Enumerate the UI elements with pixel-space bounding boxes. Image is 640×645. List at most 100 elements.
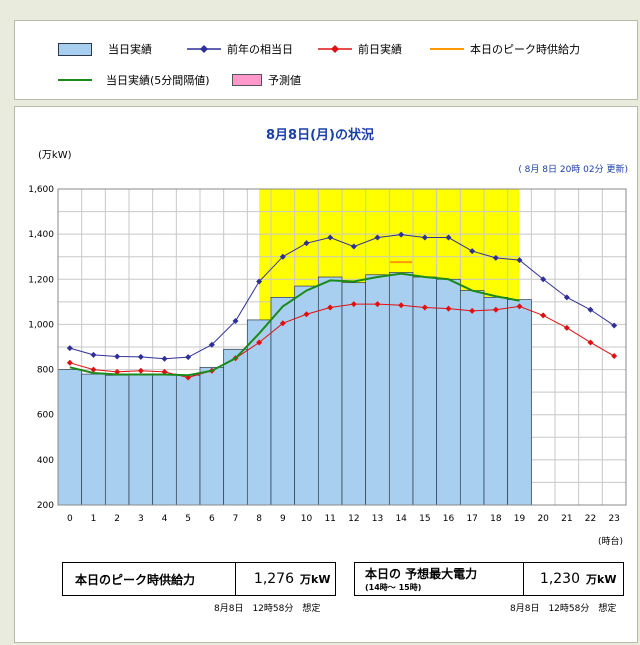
orange-line-swatch-icon xyxy=(430,48,464,50)
forecast-unit: 万kW xyxy=(586,573,617,586)
y-tick-label: 1,400 xyxy=(28,230,54,240)
diamond-line-swatch-icon xyxy=(187,45,221,53)
bar xyxy=(104,374,130,506)
last-year-point xyxy=(587,306,594,313)
bar xyxy=(294,285,319,506)
forecast-divider xyxy=(523,563,524,595)
x-tick-label: 9 xyxy=(280,514,286,524)
last-year-point xyxy=(114,353,121,360)
legend-peak-supply-label: 本日のピーク時供給力 xyxy=(470,43,580,56)
prev-day-point xyxy=(398,302,405,309)
last-year-point xyxy=(421,234,428,241)
bar xyxy=(128,373,154,506)
prev-day-point xyxy=(421,304,428,311)
bar xyxy=(317,276,343,506)
legend-actual-5min: 当日実績(5分間隔値) xyxy=(58,72,210,88)
bar xyxy=(412,276,438,506)
legend-actual: 当日実績 xyxy=(58,41,152,57)
peak-supply-value: 1,276 xyxy=(253,571,294,587)
last-year-point xyxy=(185,354,192,361)
bar xyxy=(270,296,296,506)
y-tick-label: 1,200 xyxy=(28,275,54,285)
x-tick-label: 23 xyxy=(608,514,619,524)
y-unit-label: (万kW) xyxy=(38,150,72,161)
legend-prev-day-label: 前日実績 xyxy=(358,43,402,56)
x-tick-label: 17 xyxy=(466,514,477,524)
last-year-point xyxy=(137,353,144,360)
forecast-note: 8月8日 12時58分 想定 xyxy=(510,604,617,614)
bar xyxy=(81,373,106,506)
last-year-point xyxy=(161,355,168,362)
prev-day-point xyxy=(327,304,334,311)
x-tick-label: 8 xyxy=(256,514,262,524)
last-year-point xyxy=(445,234,452,241)
bar xyxy=(507,299,532,506)
x-tick-label: 7 xyxy=(233,514,239,524)
last-year-point xyxy=(66,345,73,352)
peak-supply-divider xyxy=(235,563,236,595)
prev-day-point xyxy=(469,307,476,314)
x-tick-label: 16 xyxy=(443,514,455,524)
bar xyxy=(57,369,83,506)
last-year-point xyxy=(350,243,357,250)
last-year-point xyxy=(492,254,499,261)
x-tick-label: 11 xyxy=(324,514,335,524)
y-tick-label: 1,000 xyxy=(28,320,54,330)
last-year-point xyxy=(540,276,547,283)
x-tick-label: 5 xyxy=(185,514,191,524)
prev-day-point xyxy=(445,305,452,312)
y-tick-label: 400 xyxy=(37,456,54,466)
x-unit-label: (時台) xyxy=(598,537,624,547)
legend-panel xyxy=(14,20,638,100)
forecast-value: 1,230 xyxy=(539,571,580,587)
peak-supply-unit: 万kW xyxy=(300,573,331,586)
legend-actual-5min-label: 当日実績(5分間隔値) xyxy=(106,74,210,87)
x-tick-label: 2 xyxy=(114,514,120,524)
forecast-label: 本日の 予想最大電力 xyxy=(365,567,478,581)
legend-actual-label: 当日実績 xyxy=(108,43,152,56)
prev-day-point xyxy=(516,303,523,310)
bar-swatch-icon xyxy=(58,42,92,56)
last-year-point xyxy=(469,248,476,255)
prev-day-point xyxy=(350,301,357,308)
last-year-point xyxy=(90,351,97,358)
x-tick-label: 4 xyxy=(162,514,168,524)
forecast-sublabel: (14時～ 15時) xyxy=(365,583,422,592)
x-tick-label: 0 xyxy=(67,514,73,524)
bar xyxy=(436,278,461,506)
x-tick-label: 1 xyxy=(91,514,97,524)
prev-day-point xyxy=(256,339,263,346)
bar xyxy=(223,348,248,506)
prev-day-point xyxy=(66,359,73,366)
last-year-point xyxy=(279,253,286,260)
last-year-point xyxy=(398,231,405,238)
legend-forecast: 予測値 xyxy=(232,72,301,88)
legend-peak-supply: 本日のピーク時供給力 xyxy=(430,41,580,57)
red-diamond-line-swatch-icon xyxy=(318,45,352,53)
pink-swatch-icon xyxy=(232,74,262,86)
prev-day-point xyxy=(374,301,381,308)
x-tick-label: 6 xyxy=(209,514,215,524)
legend-last-year: 前年の相当日 xyxy=(187,41,293,57)
last-year-point xyxy=(208,341,215,348)
x-tick-label: 14 xyxy=(395,514,407,524)
y-tick-label: 600 xyxy=(37,411,54,421)
last-year-point xyxy=(563,294,570,301)
last-year-point xyxy=(232,318,239,325)
updated-timestamp: ( 8月 8日 20時 02分 更新) xyxy=(518,165,628,175)
forecast-box: 本日の 予想最大電力 (14時～ 15時) 1,230 万kW xyxy=(354,562,624,596)
peak-supply-label: 本日のピーク時供給力 xyxy=(75,572,196,587)
bar xyxy=(483,296,509,506)
last-year-point xyxy=(256,278,263,285)
prev-day-point xyxy=(90,366,97,373)
bar xyxy=(365,274,390,506)
prev-day-point xyxy=(563,324,570,331)
bar xyxy=(175,374,201,506)
bar xyxy=(199,366,225,506)
x-tick-label: 22 xyxy=(585,514,596,524)
y-tick-label: 1,600 xyxy=(28,185,54,195)
last-year-point xyxy=(516,257,523,264)
x-tick-label: 3 xyxy=(138,514,144,524)
chart-title: 8月8日(月)の状況 xyxy=(266,128,374,143)
